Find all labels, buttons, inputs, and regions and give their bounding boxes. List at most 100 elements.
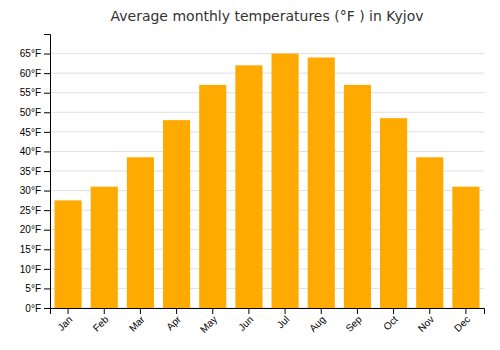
y-tick: 40°F <box>20 146 50 157</box>
title: Average monthly temperatures (°F ) in Ky… <box>110 8 423 24</box>
x-tick: Dec <box>452 308 472 334</box>
tick-mark <box>44 269 50 270</box>
grid-line <box>50 73 484 74</box>
x-tick: Mar <box>127 308 147 334</box>
tick-label: 50°F <box>20 107 41 118</box>
tick-mark <box>212 308 213 314</box>
tick-mark <box>176 308 177 314</box>
tick-label: Nov <box>416 314 436 334</box>
chart: 0°F 5°F 10°F 15°F 20°F 25°F 30°F 35°F 40°F 45°F 50… <box>0 0 500 350</box>
tick-label: Aug <box>307 314 327 334</box>
tick-label: 20°F <box>20 224 41 235</box>
y-tick: 20°F <box>20 224 50 235</box>
tick-mark <box>44 308 50 309</box>
y-tick: 65°F <box>20 48 50 59</box>
grid-line <box>50 131 484 132</box>
tick-mark <box>285 308 286 314</box>
tick-mark <box>357 308 358 314</box>
y-tick: 0°F <box>25 303 50 314</box>
bar <box>344 85 371 308</box>
tick-label: 65°F <box>20 48 41 59</box>
y-tick: 60°F <box>20 68 50 79</box>
grid-line <box>50 151 484 152</box>
x-tick: Sep <box>343 308 364 334</box>
y-axis: 0°F 5°F 10°F 15°F 20°F 25°F 30°F 35°F 40°F 45°F 50… <box>20 35 51 314</box>
tick-mark <box>248 308 249 314</box>
tick-label: 25°F <box>20 205 41 216</box>
bar <box>199 85 226 308</box>
y-tick: 45°F <box>20 127 50 138</box>
tick-mark <box>44 288 50 289</box>
tick-label: Jun <box>236 314 255 333</box>
tick-label: Jan <box>55 314 74 333</box>
x-tick: Oct <box>381 308 400 332</box>
x-axis: Jan Feb Mar Apr May Jun Jul Aug Sep Oct Nov Dec <box>51 308 485 335</box>
bar <box>452 187 479 308</box>
bar <box>416 157 443 308</box>
y-tick: 55°F <box>20 87 50 98</box>
tick-label: Sep <box>343 313 364 334</box>
tick-mark <box>44 171 50 172</box>
tick-mark <box>140 308 141 314</box>
tick-label: 30°F <box>20 185 41 196</box>
tick-mark <box>44 132 50 133</box>
bar <box>308 57 335 308</box>
y-tick: 50°F <box>20 107 50 118</box>
tick-mark <box>44 112 50 113</box>
tick-mark <box>429 308 430 314</box>
tick-mark <box>44 73 50 74</box>
y-tick: 30°F <box>20 185 50 196</box>
x-tick: Jun <box>236 308 255 333</box>
tick-label: 60°F <box>20 68 41 79</box>
tick-label: Oct <box>381 314 400 333</box>
tick-label: Dec <box>452 314 472 334</box>
y-tick: 25°F <box>20 205 50 216</box>
tick-label: Feb <box>91 313 111 333</box>
grid <box>50 54 484 308</box>
axis-line <box>44 35 51 309</box>
tick-mark <box>68 308 69 314</box>
bars <box>55 54 480 308</box>
tick-label: 35°F <box>20 166 41 177</box>
grid-line <box>50 92 484 93</box>
tick-label: Mar <box>127 313 147 333</box>
bar <box>235 65 262 308</box>
tick-label: 55°F <box>20 87 41 98</box>
bar <box>272 54 299 308</box>
bar <box>127 157 154 308</box>
tick-mark <box>44 54 50 55</box>
tick-label: 40°F <box>20 146 41 157</box>
tick-label: Jul <box>275 314 292 331</box>
tick-mark <box>44 249 50 250</box>
bar <box>380 118 407 308</box>
bar <box>91 187 118 308</box>
y-tick: 35°F <box>20 166 50 177</box>
chart-container: 0°F 5°F 10°F 15°F 20°F 25°F 30°F 35°F 40°F 45°F 50… <box>0 0 500 350</box>
y-tick: 15°F <box>20 244 50 255</box>
x-tick: Feb <box>91 308 111 334</box>
tick-label: 0°F <box>25 303 41 314</box>
tick-mark <box>321 308 322 314</box>
tick-label: 10°F <box>20 264 41 275</box>
grid-line <box>50 112 484 113</box>
x-tick: Jul <box>275 308 292 330</box>
x-tick: May <box>198 308 219 335</box>
tick-label: Apr <box>164 313 183 332</box>
axis-line <box>51 309 485 315</box>
y-tick: 10°F <box>20 264 50 275</box>
x-tick: Aug <box>307 308 327 334</box>
grid-line <box>50 53 484 54</box>
x-tick: Nov <box>416 308 436 334</box>
tick-mark <box>44 93 50 94</box>
tick-mark <box>393 308 394 314</box>
tick-mark <box>44 210 50 211</box>
tick-label: 5°F <box>25 283 41 294</box>
x-tick: Apr <box>164 308 183 332</box>
tick-label: 45°F <box>20 127 41 138</box>
tick-mark <box>44 151 50 152</box>
tick-label: 15°F <box>20 244 41 255</box>
tick-mark <box>465 308 466 314</box>
y-tick: 5°F <box>25 283 50 294</box>
tick-mark <box>44 191 50 192</box>
bar <box>163 120 190 308</box>
